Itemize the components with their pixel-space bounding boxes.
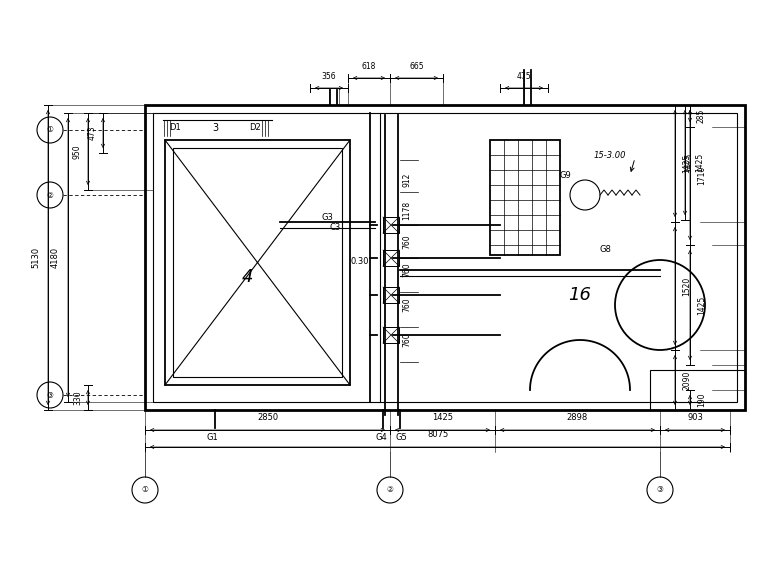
Text: 1710: 1710 — [697, 165, 706, 185]
Text: 16: 16 — [568, 286, 591, 304]
Text: 4: 4 — [242, 268, 253, 287]
Text: 356: 356 — [321, 72, 337, 81]
Text: 285: 285 — [697, 109, 706, 123]
Text: 1425: 1425 — [684, 153, 693, 172]
Bar — [383, 327, 399, 343]
Text: 903: 903 — [687, 413, 703, 422]
Text: 1425: 1425 — [432, 413, 453, 422]
Text: ①: ① — [46, 125, 53, 135]
Bar — [383, 287, 399, 303]
Text: 950: 950 — [73, 144, 82, 159]
Text: 1178: 1178 — [402, 201, 411, 219]
Text: D2: D2 — [249, 124, 261, 132]
Text: 1425: 1425 — [695, 153, 704, 172]
Text: 1520: 1520 — [682, 276, 691, 296]
Text: C3: C3 — [330, 223, 341, 233]
Text: 1425: 1425 — [682, 154, 691, 173]
Text: 2090: 2090 — [682, 370, 691, 390]
Text: G9: G9 — [560, 170, 572, 180]
Text: 760: 760 — [402, 263, 411, 278]
Bar — [153, 113, 737, 402]
Text: 3: 3 — [212, 123, 218, 133]
Text: G5: G5 — [395, 433, 407, 442]
Text: G4: G4 — [375, 433, 387, 442]
Text: 760: 760 — [402, 298, 411, 312]
Bar — [173, 148, 342, 377]
Text: 665: 665 — [409, 62, 424, 71]
Text: 1425: 1425 — [697, 295, 706, 315]
Text: ②: ② — [387, 486, 394, 495]
Text: 760: 760 — [402, 235, 411, 249]
Bar — [165, 140, 350, 385]
Bar — [650, 370, 745, 410]
Text: G8: G8 — [600, 246, 612, 254]
Text: ②: ② — [46, 190, 53, 200]
Bar — [383, 250, 399, 266]
Text: 5130: 5130 — [31, 247, 40, 268]
Text: 912: 912 — [402, 173, 411, 187]
Text: 2898: 2898 — [567, 413, 588, 422]
Text: 618: 618 — [362, 62, 376, 71]
Text: 330: 330 — [73, 390, 82, 405]
Text: 473: 473 — [88, 126, 97, 140]
Text: 190: 190 — [697, 393, 706, 407]
Text: D1: D1 — [169, 124, 181, 132]
Text: 8075: 8075 — [427, 430, 448, 439]
Text: ③: ③ — [657, 486, 663, 495]
Text: 760: 760 — [402, 333, 411, 347]
Text: G3: G3 — [322, 214, 334, 222]
Text: 4180: 4180 — [51, 247, 60, 268]
Text: ①: ① — [141, 486, 148, 495]
Text: 475: 475 — [517, 72, 531, 81]
Bar — [383, 217, 399, 233]
Bar — [145, 105, 745, 410]
Text: ③: ③ — [46, 390, 53, 400]
Text: 0.30: 0.30 — [351, 258, 369, 267]
Text: 2850: 2850 — [257, 413, 278, 422]
Bar — [490, 140, 560, 255]
Text: 15-3.00: 15-3.00 — [594, 150, 626, 160]
Text: G1: G1 — [206, 433, 218, 442]
